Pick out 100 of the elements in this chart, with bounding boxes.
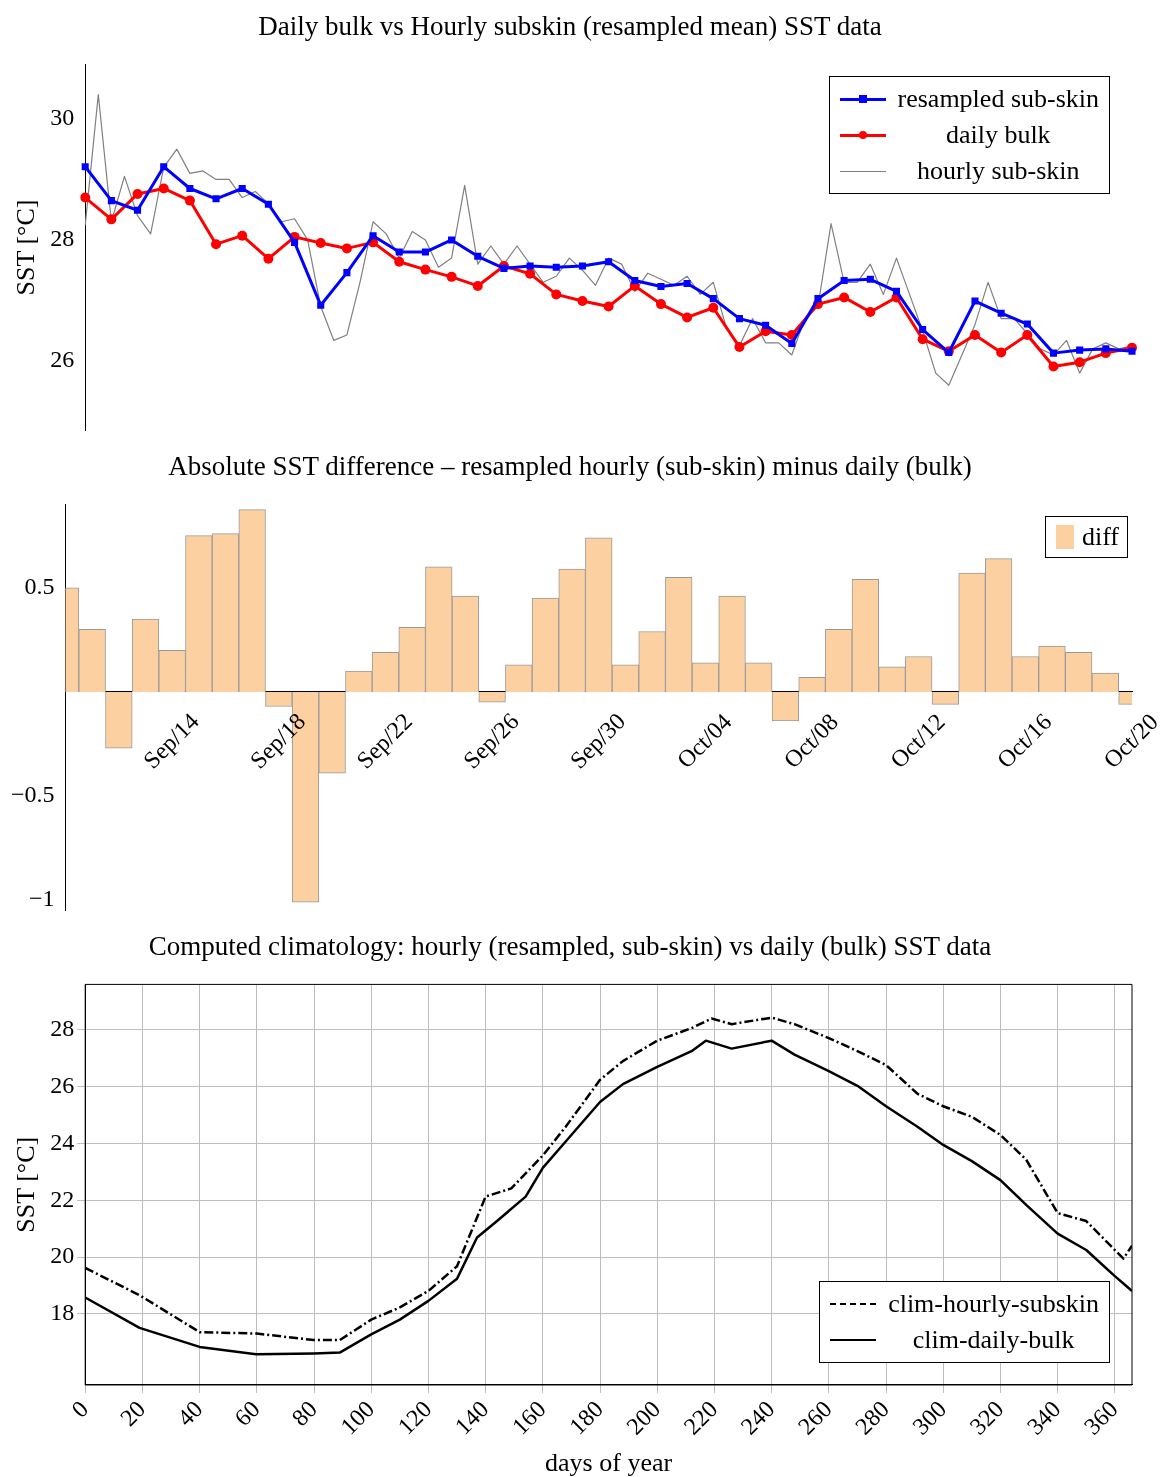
x-tick-label: 120	[392, 1395, 437, 1440]
point	[762, 321, 770, 329]
point	[1023, 320, 1031, 328]
point	[420, 264, 431, 275]
point	[132, 188, 143, 199]
x-tick-label: 60	[229, 1395, 265, 1432]
point	[788, 339, 796, 347]
y-tick-label: 18	[50, 1299, 75, 1326]
point	[395, 248, 403, 256]
point	[917, 334, 928, 345]
x-tick-label: 300	[907, 1395, 952, 1440]
legend-label: clim-daily-bulk	[911, 1324, 1076, 1356]
chart-title: Daily bulk vs Hourly subskin (resampled mean) SST data	[258, 11, 882, 42]
chart-title: Absolute SST difference – resampled hourly (sub-skin) minus daily (bulk)	[168, 451, 972, 482]
x-axis-title: days of year	[545, 1448, 673, 1477]
point	[551, 289, 562, 300]
point	[709, 295, 717, 303]
point	[866, 275, 874, 283]
point	[919, 325, 927, 334]
point	[80, 192, 91, 203]
point	[160, 163, 168, 171]
point	[500, 264, 508, 272]
point	[603, 301, 614, 312]
legend-label: clim-hourly-subskin	[888, 1288, 1099, 1320]
point	[1074, 357, 1085, 368]
y-tick-label: 20	[50, 1242, 75, 1269]
point	[1076, 346, 1084, 354]
x-tick-label: 140	[449, 1395, 494, 1440]
point	[106, 214, 117, 225]
point	[184, 195, 195, 206]
point	[840, 276, 848, 285]
point	[343, 269, 351, 277]
y-axis-title: SST [°C]	[11, 199, 41, 296]
point	[605, 258, 613, 266]
point	[394, 256, 405, 267]
y-tick-label: 0.5	[24, 573, 55, 600]
point	[552, 263, 560, 271]
point	[814, 295, 822, 303]
x-tick-label: 180	[564, 1395, 609, 1440]
x-tick-label: 220	[678, 1395, 723, 1440]
point	[1022, 329, 1033, 340]
point	[317, 301, 325, 309]
x-tick-label: 360	[1078, 1395, 1123, 1440]
point	[631, 276, 639, 285]
point	[186, 184, 194, 193]
y-tick-label: 28	[50, 1015, 75, 1042]
x-tick-label: 0	[66, 1395, 94, 1423]
y-tick-label: 22	[50, 1185, 75, 1212]
y-tick-label: −0.5	[10, 781, 55, 808]
point	[1048, 361, 1059, 372]
point	[996, 347, 1007, 358]
point	[369, 232, 377, 240]
point	[1102, 345, 1110, 353]
point	[655, 299, 666, 310]
point	[971, 297, 979, 305]
legend-label: resampled sub-skin	[897, 83, 1099, 116]
point	[81, 163, 89, 171]
point	[211, 239, 222, 250]
point	[158, 183, 169, 194]
point	[526, 262, 534, 270]
point	[1128, 347, 1136, 355]
y-tick-label: 26	[50, 346, 75, 373]
chart-title: Computed climatology: hourly (resampled, sub-skin) vs daily (bulk) SST data	[148, 931, 992, 962]
point	[734, 342, 745, 353]
point	[578, 262, 586, 270]
x-tick-label: 240	[735, 1395, 780, 1440]
point	[263, 253, 274, 264]
x-tick-label: 40	[172, 1395, 208, 1432]
legend-label: hourly sub-skin	[916, 155, 1081, 188]
x-tick-label: 340	[1021, 1395, 1066, 1440]
point	[237, 230, 248, 241]
point	[448, 236, 456, 244]
point	[291, 238, 299, 246]
point	[341, 243, 352, 254]
point	[682, 312, 693, 323]
point	[683, 279, 691, 288]
x-tick-label: 320	[964, 1395, 1009, 1440]
x-tick-label: 160	[506, 1395, 551, 1440]
legend-label: daily bulk	[944, 119, 1052, 152]
x-tick-label: 80	[286, 1395, 322, 1432]
x-tick-label: 260	[792, 1395, 837, 1440]
y-tick-label: 24	[50, 1128, 75, 1155]
point	[969, 329, 980, 340]
y-axis-title: SST [°C]	[11, 1136, 41, 1233]
x-tick-label: 200	[621, 1395, 666, 1440]
point	[708, 302, 719, 313]
point	[472, 280, 483, 291]
point	[735, 315, 743, 323]
x-tick-label: 280	[850, 1395, 895, 1440]
point	[997, 309, 1005, 317]
y-tick-label: 28	[50, 225, 75, 252]
point	[421, 248, 429, 256]
point	[474, 252, 482, 260]
point	[212, 195, 220, 203]
point	[238, 184, 246, 193]
point	[892, 287, 901, 295]
point	[865, 306, 876, 317]
x-tick-label: 100	[335, 1395, 380, 1440]
point	[657, 283, 665, 291]
point	[134, 206, 142, 214]
